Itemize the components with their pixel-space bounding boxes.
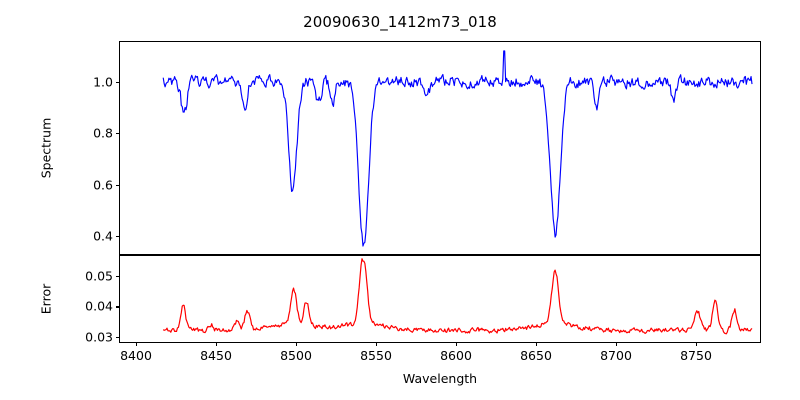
spectrum-y-tick bbox=[116, 133, 120, 135]
x-axis-label: Wavelength bbox=[402, 371, 478, 386]
spectrum-y-tick-label: 0.4 bbox=[93, 228, 113, 244]
error-y-tick bbox=[116, 275, 120, 277]
spectrum-line bbox=[163, 51, 752, 246]
spectrum-y-tick bbox=[116, 81, 120, 83]
figure-title: 20090630_1412m73_018 bbox=[303, 13, 497, 31]
spectrum-y-tick bbox=[116, 236, 120, 238]
error-x-tick bbox=[696, 342, 698, 346]
error-y-tick-label: 0.04 bbox=[85, 298, 113, 314]
spectrum-y-tick bbox=[116, 184, 120, 186]
error-x-tick bbox=[296, 342, 298, 346]
x-tick-label: 8600 bbox=[440, 348, 472, 363]
spectrum-y-tick-label: 0.6 bbox=[93, 177, 113, 193]
error-y-tick-label: 0.05 bbox=[85, 268, 113, 284]
error-y-tick bbox=[116, 306, 120, 308]
x-tick-label: 8400 bbox=[120, 348, 152, 363]
x-tick-label: 8550 bbox=[360, 348, 392, 363]
error-line bbox=[163, 259, 752, 334]
x-tick-label: 8500 bbox=[280, 348, 312, 363]
error-x-tick bbox=[376, 342, 378, 346]
error-axes: 0.03 0.04 0.05 8400 8450 8500 8550 8600 8650 8700… bbox=[85, 255, 761, 363]
spectrum-y-tick-label: 0.8 bbox=[93, 125, 113, 141]
error-x-tick bbox=[536, 342, 538, 346]
spectrum-plot-area bbox=[120, 42, 760, 254]
x-tick-label: 8450 bbox=[200, 348, 232, 363]
error-x-tick bbox=[616, 342, 618, 346]
error-x-tick bbox=[136, 342, 138, 346]
error-x-tick bbox=[216, 342, 218, 346]
spectrum-y-axis-label: Spectrum bbox=[38, 117, 54, 179]
error-plot-area bbox=[120, 256, 760, 342]
error-x-tick bbox=[456, 342, 458, 346]
spectrum-axes: 0.4 0.6 0.8 1.0 bbox=[93, 41, 761, 258]
x-tick-label: 8650 bbox=[520, 348, 552, 363]
error-y-axis-label: Error bbox=[38, 283, 54, 315]
x-tick-label: 8750 bbox=[680, 348, 712, 363]
x-tick-label: 8700 bbox=[600, 348, 632, 363]
error-y-tick-label: 0.03 bbox=[85, 329, 113, 345]
error-y-tick bbox=[116, 337, 120, 339]
spectrum-y-tick-label: 1.0 bbox=[93, 74, 113, 90]
